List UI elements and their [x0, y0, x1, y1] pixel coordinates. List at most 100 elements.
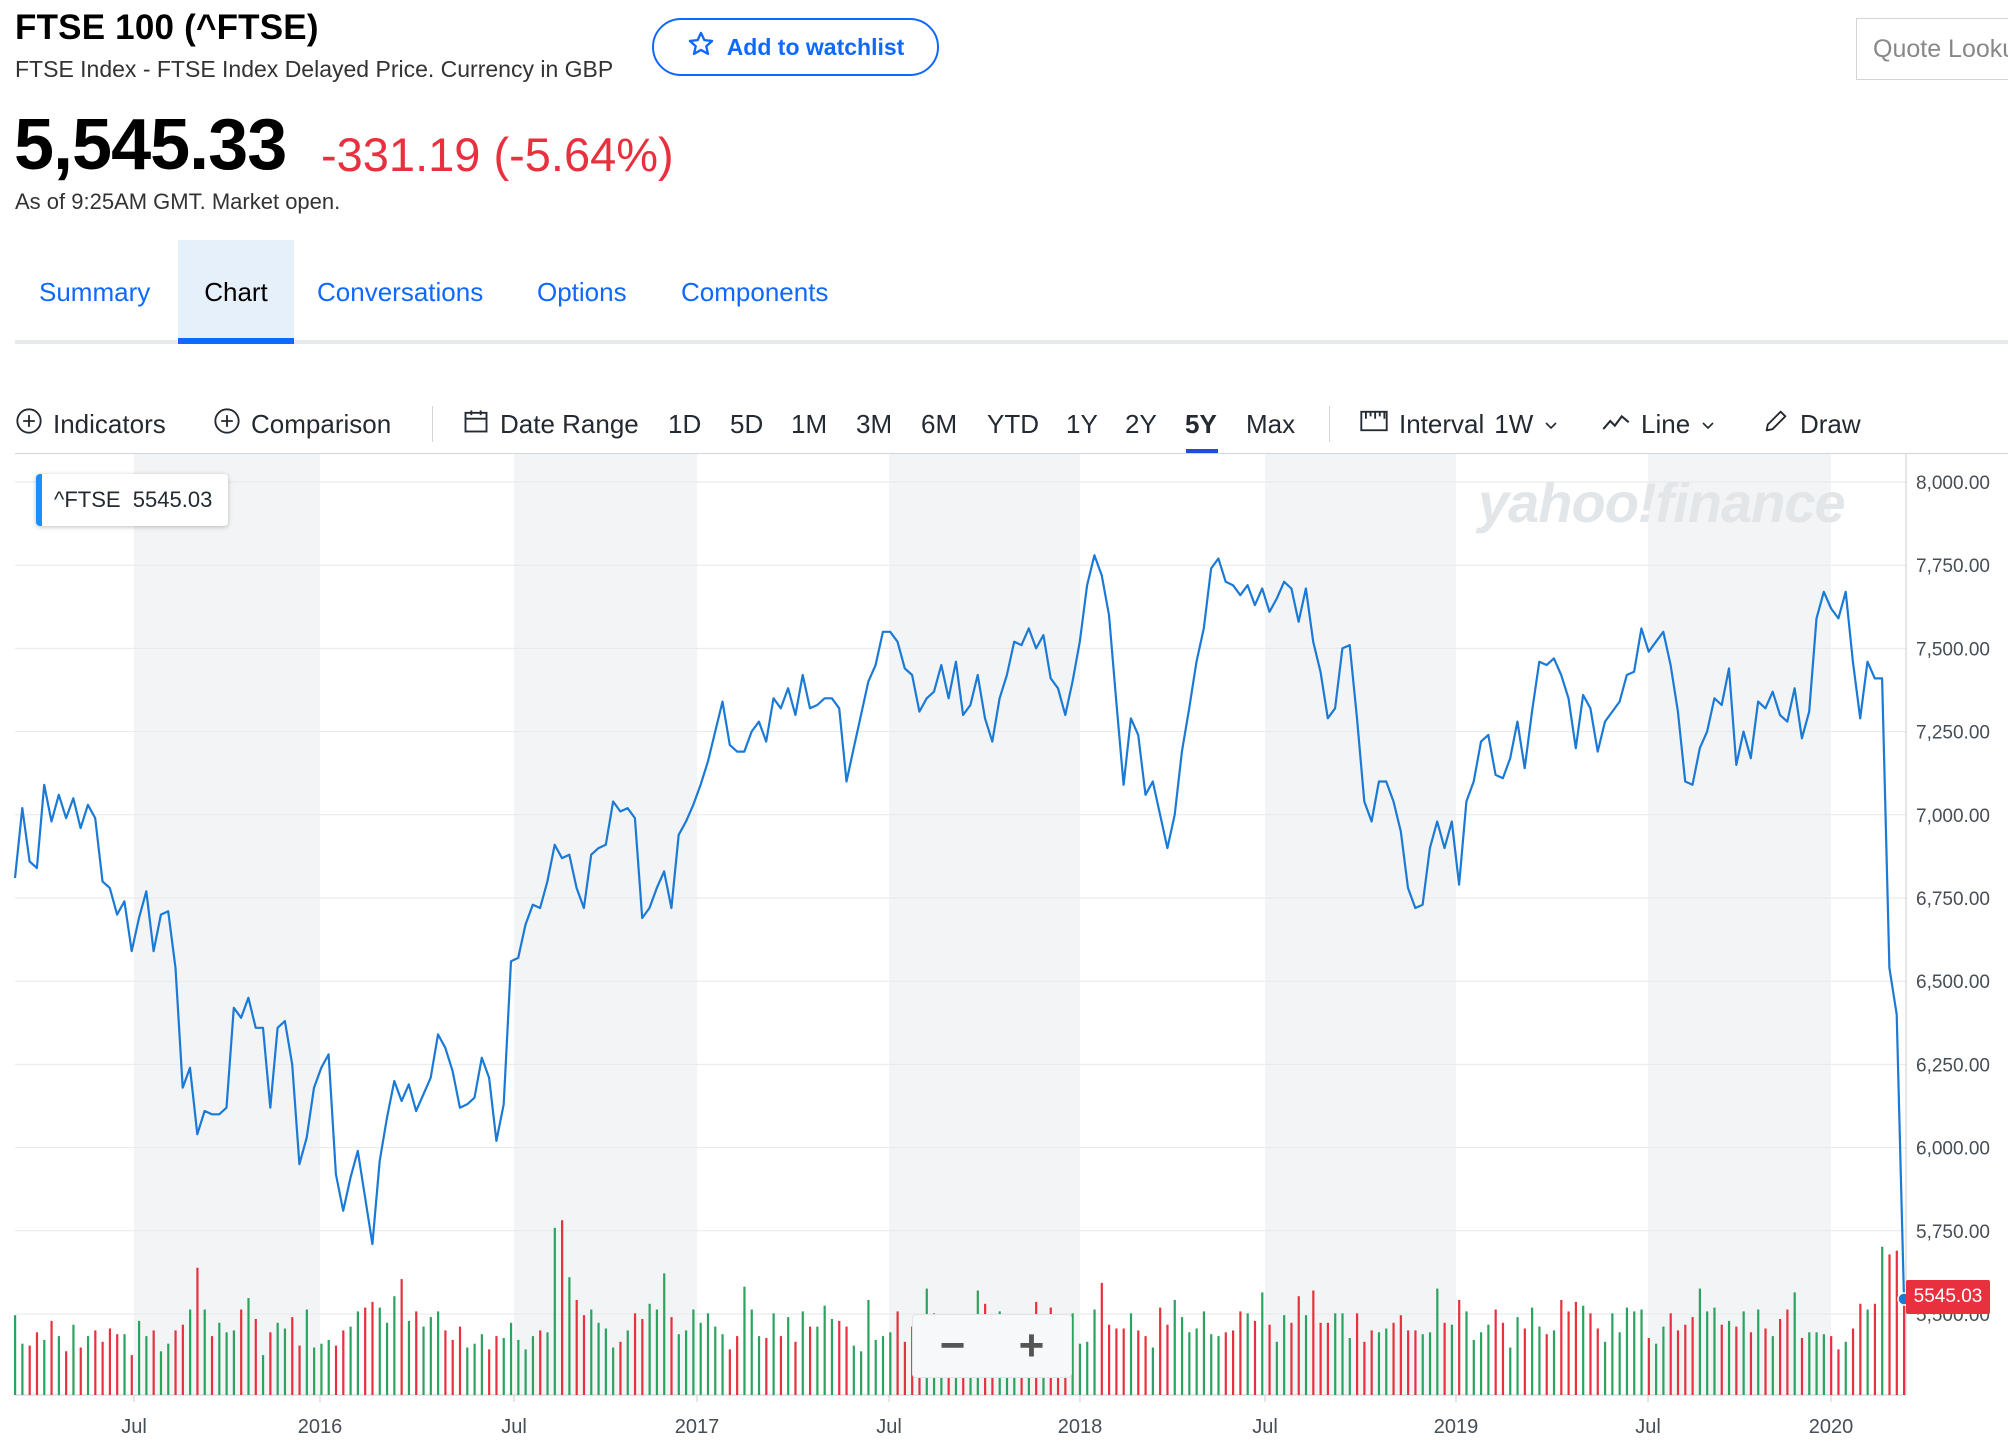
- volume-bar: [524, 1349, 527, 1395]
- volume-bar: [429, 1317, 432, 1395]
- volume-bar: [1611, 1313, 1614, 1395]
- volume-bar: [327, 1339, 330, 1395]
- volume-bar: [1618, 1332, 1621, 1395]
- tab-conversations-label: Conversations: [317, 276, 484, 307]
- volume-bar: [765, 1338, 768, 1395]
- volume-bar: [838, 1320, 841, 1395]
- range-3m[interactable]: 3M: [856, 398, 892, 450]
- tab-conversations[interactable]: Conversations: [317, 240, 483, 344]
- volume-bar: [1640, 1309, 1643, 1395]
- range-2y[interactable]: 2Y: [1125, 398, 1157, 450]
- range-5y[interactable]: 5Y: [1185, 398, 1217, 450]
- volume-bar: [1764, 1328, 1767, 1395]
- volume-bar: [787, 1317, 790, 1395]
- volume-bar: [232, 1330, 236, 1395]
- volume-bar: [509, 1322, 513, 1395]
- volume-bar: [1108, 1324, 1111, 1395]
- range-1y[interactable]: 1Y: [1066, 398, 1098, 450]
- range-2y-label: 2Y: [1125, 408, 1157, 439]
- volume-bar: [458, 1326, 462, 1395]
- range-6m[interactable]: 6M: [921, 398, 957, 450]
- chart-period-band: [514, 454, 697, 1395]
- volume-bar: [1895, 1250, 1898, 1395]
- volume-bar: [531, 1336, 535, 1395]
- add-to-watchlist-button[interactable]: Add to watchlist: [652, 18, 939, 76]
- comparison-button[interactable]: Comparison: [213, 398, 391, 450]
- volume-bar: [1202, 1311, 1206, 1395]
- toolbar-divider: [432, 406, 433, 442]
- tab-options[interactable]: Options: [537, 240, 627, 344]
- volume-bar: [757, 1336, 761, 1395]
- volume-bar: [269, 1332, 272, 1395]
- volume-bar: [72, 1324, 75, 1395]
- page-title: FTSE 100 (^FTSE): [15, 8, 319, 47]
- volume-bar: [684, 1330, 688, 1395]
- volume-bar: [1159, 1307, 1162, 1395]
- volume-bar: [1472, 1339, 1475, 1395]
- line-chart-icon: [1601, 407, 1631, 442]
- tab-chart[interactable]: Chart: [178, 240, 294, 344]
- volume-bar: [1859, 1303, 1862, 1395]
- volume-bar: [903, 1341, 906, 1395]
- y-tick-label: 7,000.00: [1916, 806, 1990, 827]
- range-max[interactable]: Max: [1246, 398, 1295, 450]
- volume-bar: [852, 1345, 855, 1395]
- volume-bar: [539, 1330, 542, 1395]
- volume-bar: [816, 1326, 819, 1395]
- volume-bar: [1603, 1341, 1607, 1395]
- range-max-label: Max: [1246, 408, 1296, 439]
- volume-bar: [1676, 1330, 1680, 1395]
- volume-bar: [1800, 1338, 1804, 1395]
- volume-bar: [181, 1324, 184, 1395]
- volume-bar: [1625, 1307, 1629, 1395]
- y-tick-label: 7,500.00: [1916, 639, 1990, 660]
- x-tick-label: 2018: [1058, 1416, 1103, 1438]
- draw-button[interactable]: Draw: [1762, 398, 1861, 450]
- quote-lookup-input[interactable]: Quote Lookup: [1856, 18, 2008, 80]
- x-tick-label: Jul: [1252, 1416, 1278, 1438]
- volume-bar: [1078, 1343, 1082, 1395]
- volume-bar: [1691, 1317, 1694, 1395]
- chart-period-band: [134, 454, 320, 1395]
- volume-bar: [1465, 1311, 1468, 1395]
- zoom-in-button[interactable]: +: [1018, 1321, 1045, 1370]
- volume-bar: [218, 1322, 221, 1395]
- volume-bar: [65, 1351, 68, 1395]
- volume-bar: [546, 1332, 549, 1395]
- volume-bar: [116, 1334, 119, 1395]
- volume-bar: [444, 1330, 447, 1395]
- date-range-label: Date Range: [500, 408, 639, 439]
- volume-bar: [655, 1309, 659, 1395]
- volume-bar: [1414, 1330, 1417, 1395]
- date-range-button[interactable]: Date Range: [462, 398, 639, 450]
- volume-bar: [648, 1303, 651, 1395]
- toolbar-divider: [1329, 406, 1330, 442]
- range-ytd[interactable]: YTD: [987, 398, 1039, 450]
- volume-bar: [174, 1330, 177, 1395]
- volume-bar: [1458, 1300, 1461, 1395]
- range-1d[interactable]: 1D: [668, 398, 701, 450]
- volume-bar: [334, 1345, 338, 1395]
- volume-bar: [1662, 1326, 1665, 1395]
- volume-bar: [1253, 1320, 1257, 1395]
- volume-bar: [1706, 1311, 1709, 1395]
- volume-bar: [320, 1343, 323, 1395]
- volume-bar: [1188, 1332, 1191, 1395]
- range-1m[interactable]: 1M: [791, 398, 827, 450]
- tab-summary[interactable]: Summary: [39, 240, 150, 344]
- tab-components[interactable]: Components: [681, 240, 828, 344]
- indicators-button[interactable]: Indicators: [15, 398, 166, 450]
- volume-bar: [1574, 1301, 1577, 1395]
- price-chart[interactable]: 8,000.00 7,750.00 7,500.00 7,250.00 7,000.00…: [0, 454, 2008, 1446]
- volume-bar: [1881, 1246, 1884, 1395]
- volume-bar: [57, 1336, 60, 1395]
- range-5d[interactable]: 5D: [730, 398, 763, 450]
- volume-bar: [1275, 1341, 1278, 1395]
- chart-type-label: Line: [1641, 408, 1691, 439]
- chevron-down-icon: [1700, 409, 1716, 440]
- chart-type-dropdown[interactable]: Line: [1601, 398, 1716, 450]
- tab-components-label: Components: [681, 276, 829, 307]
- interval-dropdown[interactable]: Interval 1W: [1359, 398, 1559, 450]
- zoom-out-button[interactable]: −: [939, 1321, 966, 1370]
- volume-bar: [1735, 1326, 1738, 1395]
